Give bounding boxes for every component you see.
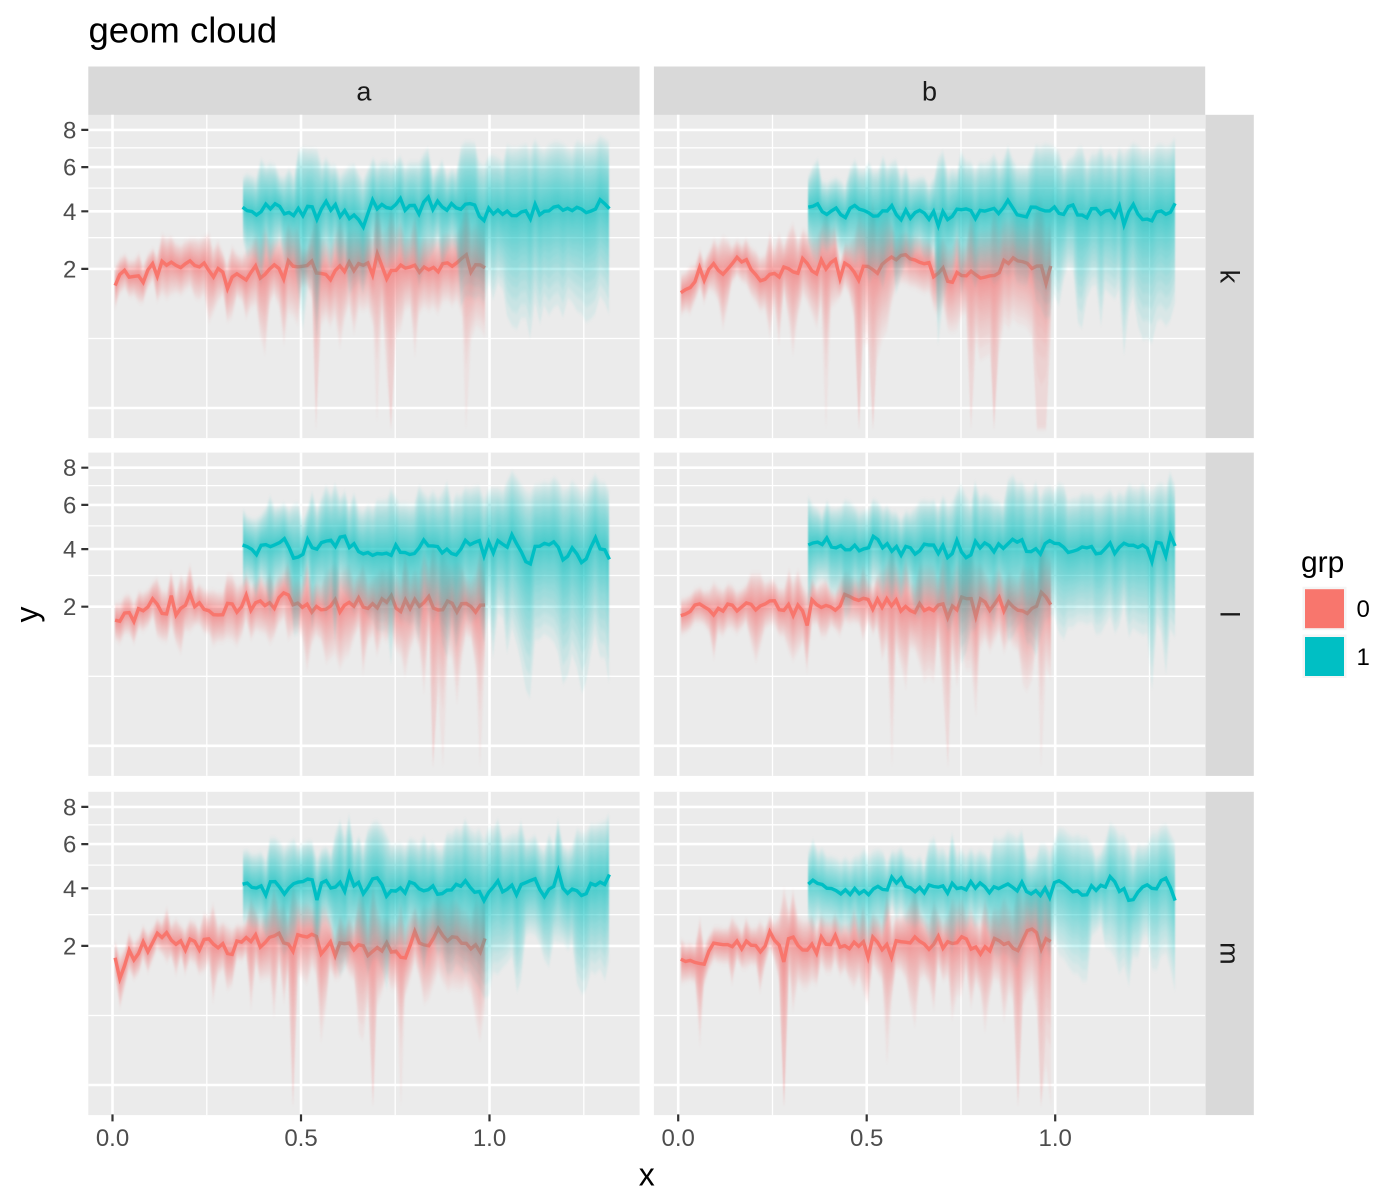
svg-text:m: m — [1215, 942, 1245, 965]
svg-text:8: 8 — [63, 455, 76, 482]
svg-text:4: 4 — [63, 199, 76, 226]
svg-text:2: 2 — [63, 256, 76, 283]
svg-text:6: 6 — [63, 832, 76, 859]
svg-text:grp: grp — [1301, 546, 1344, 579]
svg-text:y: y — [9, 607, 45, 623]
svg-text:1.0: 1.0 — [1039, 1125, 1072, 1152]
svg-text:k: k — [1215, 270, 1245, 284]
svg-text:b: b — [922, 77, 937, 107]
svg-text:4: 4 — [63, 537, 76, 564]
svg-text:4: 4 — [63, 876, 76, 903]
svg-text:0.5: 0.5 — [850, 1125, 883, 1152]
svg-text:6: 6 — [63, 492, 76, 519]
svg-text:1: 1 — [1357, 644, 1370, 671]
svg-text:2: 2 — [63, 594, 76, 621]
svg-text:a: a — [356, 77, 372, 107]
svg-text:0: 0 — [1357, 596, 1370, 623]
svg-text:0.0: 0.0 — [662, 1125, 695, 1152]
svg-text:geom cloud: geom cloud — [89, 9, 278, 50]
svg-text:6: 6 — [63, 155, 76, 182]
svg-text:x: x — [639, 1157, 655, 1193]
svg-text:2: 2 — [63, 933, 76, 960]
svg-text:8: 8 — [63, 117, 76, 144]
svg-text:0.5: 0.5 — [284, 1125, 317, 1152]
svg-text:0.0: 0.0 — [96, 1125, 129, 1152]
svg-text:l: l — [1215, 611, 1245, 617]
svg-text:1.0: 1.0 — [473, 1125, 506, 1152]
svg-text:8: 8 — [63, 794, 76, 821]
